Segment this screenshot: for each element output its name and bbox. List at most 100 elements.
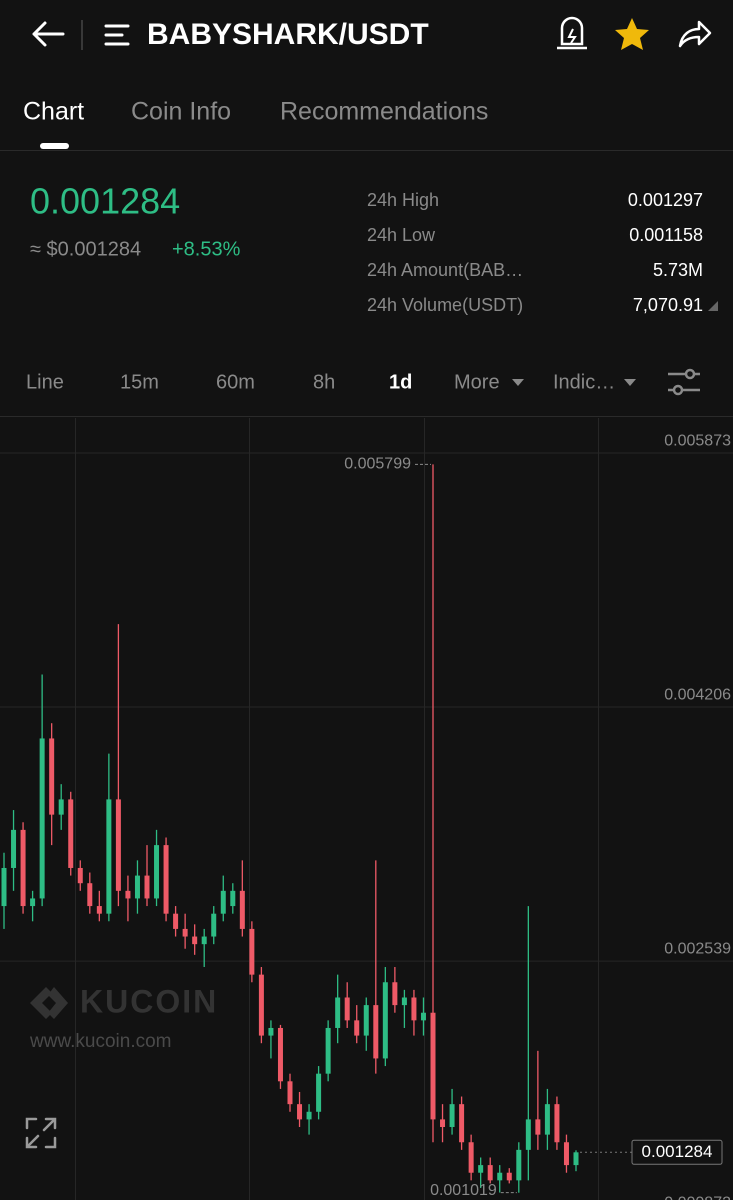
candle-body xyxy=(39,738,45,899)
watermark-url: www.kucoin.com xyxy=(29,1031,172,1052)
tab[interactable]: Coin Info xyxy=(131,98,231,126)
candle-body xyxy=(573,1152,579,1166)
candle-body xyxy=(87,883,93,907)
candle-body xyxy=(544,1104,550,1135)
interval[interactable]: Indic… xyxy=(553,371,615,393)
back-button[interactable] xyxy=(32,21,65,47)
fiat-price: ≈ $0.001284 xyxy=(30,238,141,260)
candle-body xyxy=(525,1119,531,1150)
candle-body xyxy=(335,997,341,1028)
candle-body xyxy=(392,982,398,1006)
candle-body xyxy=(30,898,36,907)
candle-body xyxy=(459,1104,465,1143)
settings-button[interactable] xyxy=(668,368,700,396)
last-price-tag xyxy=(631,1139,723,1165)
candle-body xyxy=(182,928,188,937)
interval[interactable]: Line xyxy=(26,371,64,393)
candle-body xyxy=(173,913,179,929)
candle-body xyxy=(277,1027,283,1082)
candle-body xyxy=(487,1165,493,1181)
candle-body xyxy=(1,867,7,907)
candle-body xyxy=(325,1027,331,1074)
stat-label: 24h Amount(BAB… xyxy=(367,260,523,280)
stat-value: 7,070.91 xyxy=(633,295,703,315)
candle-body xyxy=(373,1005,379,1059)
candle-body xyxy=(563,1142,569,1166)
candle-body xyxy=(297,1104,303,1120)
candle-body xyxy=(363,1005,369,1036)
candle-body xyxy=(258,974,264,1036)
candle-body xyxy=(68,799,74,868)
dropdown-arrow xyxy=(512,379,524,386)
price-change: +8.53% xyxy=(172,238,241,260)
candle-body xyxy=(516,1149,522,1181)
last-price: 0.001284 xyxy=(30,181,180,222)
candle-body xyxy=(230,890,236,907)
stat-label: 24h High xyxy=(367,190,439,210)
corner-triangle xyxy=(708,301,718,311)
tab-indicator xyxy=(40,143,69,149)
fullscreen-button[interactable] xyxy=(25,1117,57,1149)
candle-body xyxy=(449,1104,455,1128)
y-tick-label: 0.005873 xyxy=(664,432,731,449)
stat-value: 5.73M xyxy=(653,260,703,280)
candle-body xyxy=(144,875,150,899)
candle-body xyxy=(382,982,388,1059)
candle-body xyxy=(401,997,407,1006)
y-tick-label: 0.004206 xyxy=(664,686,731,703)
candle-body xyxy=(535,1119,541,1135)
candle-body xyxy=(58,799,64,815)
candle-body xyxy=(115,799,121,891)
candle-body xyxy=(554,1104,560,1143)
candle-body xyxy=(354,1020,360,1036)
candle-body xyxy=(220,890,226,914)
stat-value: 0.001297 xyxy=(628,190,703,210)
candle-body xyxy=(440,1119,446,1128)
share-button[interactable] xyxy=(678,20,712,48)
candle-body xyxy=(344,997,350,1021)
last-price-label: 0.001284 xyxy=(642,1142,713,1161)
y-tick-label: 0.002539 xyxy=(664,940,731,957)
candle-body xyxy=(468,1142,474,1173)
favorite-button[interactable] xyxy=(615,18,649,50)
tab[interactable]: Chart xyxy=(23,98,84,126)
candle-body xyxy=(192,936,198,945)
interval[interactable]: 60m xyxy=(216,371,255,393)
interval[interactable]: More xyxy=(454,371,500,393)
candle-body xyxy=(106,799,112,914)
pair-title: BABYSHARK/USDT xyxy=(147,18,429,51)
alert-button[interactable] xyxy=(557,16,587,50)
candle-body xyxy=(411,997,417,1021)
candle-body xyxy=(287,1081,293,1105)
candle-body xyxy=(211,913,217,937)
candle-body xyxy=(239,890,245,929)
y-tick-label: 0.000872 xyxy=(664,1194,731,1200)
watermark: KUCOIN xyxy=(30,983,218,1019)
candle-body xyxy=(306,1111,312,1120)
high-label: 0.005799 xyxy=(344,456,411,473)
candle-body xyxy=(249,928,255,975)
candle-body xyxy=(316,1073,322,1112)
dropdown-arrow xyxy=(624,379,636,386)
watermark-brand: KUCOIN xyxy=(80,983,218,1019)
menu-button[interactable] xyxy=(104,24,130,46)
candle-body xyxy=(478,1165,484,1173)
interval[interactable]: 15m xyxy=(120,371,159,393)
candle-body xyxy=(420,1012,426,1021)
interval[interactable]: 8h xyxy=(313,371,335,393)
candle-body xyxy=(430,1012,436,1120)
candle-body xyxy=(201,936,207,945)
candle-body xyxy=(125,890,131,899)
candle-body xyxy=(11,829,17,868)
candle-body xyxy=(506,1172,512,1181)
candle-body xyxy=(134,875,140,899)
tab[interactable]: Recommendations xyxy=(280,98,488,126)
interval[interactable]: 1d xyxy=(389,371,412,393)
candle-body xyxy=(268,1027,274,1036)
stat-label: 24h Low xyxy=(367,225,436,245)
stat-label: 24h Volume(USDT) xyxy=(367,295,523,315)
candle-body xyxy=(77,867,83,884)
candle-body xyxy=(497,1172,503,1181)
